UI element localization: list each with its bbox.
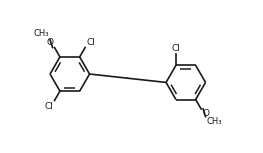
Text: CH₃: CH₃ <box>206 117 222 126</box>
Text: Cl: Cl <box>45 102 53 111</box>
Text: Cl: Cl <box>171 44 180 53</box>
Text: CH₃: CH₃ <box>33 29 49 38</box>
Text: Cl: Cl <box>86 37 95 47</box>
Text: O: O <box>202 109 209 118</box>
Text: O: O <box>47 37 53 47</box>
